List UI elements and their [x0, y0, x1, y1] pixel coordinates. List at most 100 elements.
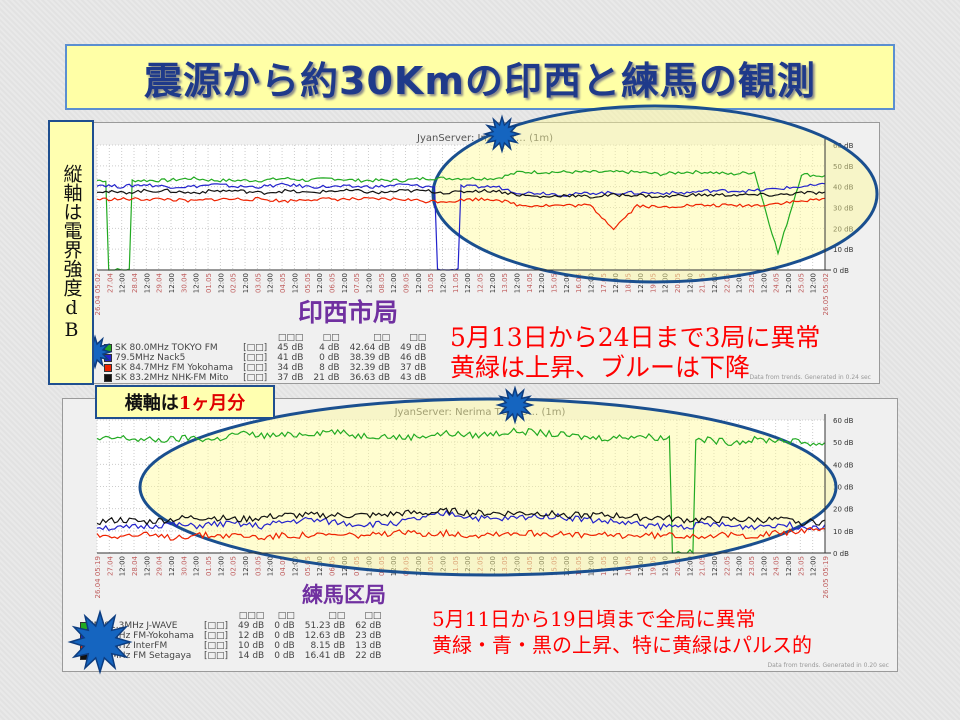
x-tick-label: 30.04	[180, 555, 188, 576]
x-tick-label: 27.04	[106, 555, 114, 576]
x-tick-label: 12:00	[267, 556, 275, 576]
legend-avg: 8.15 dB	[310, 641, 346, 651]
x-tick-label: 22.05	[723, 273, 731, 293]
y-tick-label: 10 dB	[833, 246, 854, 254]
x-tick-label: 12.05	[477, 273, 485, 293]
legend-tag: [□□]	[204, 641, 229, 651]
legend-tag: [□□]	[243, 343, 268, 353]
x-tick-label: 12:00	[316, 556, 324, 576]
x-tick-label: 12:00	[612, 556, 620, 576]
x-tick-label: 12:00	[415, 273, 423, 293]
x-tick-label: 16.05	[575, 273, 583, 293]
x-tick-label: 08.05	[378, 556, 386, 576]
x-tick-label: 12:00	[242, 273, 250, 293]
x-tick-label: 02.05	[230, 273, 238, 293]
x-tick-label: 23.05	[748, 273, 756, 293]
x-tick-label: 25.05	[797, 556, 805, 576]
x-tick-label: 01.05	[205, 273, 213, 293]
legend-swatch	[104, 363, 112, 372]
legend-min: 0 dB	[274, 621, 295, 631]
x-tick-label: 21.05	[699, 273, 707, 293]
legend-series: SK 84.7MHz FM Yokohama	[99, 363, 238, 373]
legend-avg: 42.64 dB	[349, 343, 391, 353]
x-tick-label: 12:00	[415, 556, 423, 576]
legend-row: SK 83.2MHz NHK-FM Mito [□□] 37 dB 21 dB 36.6…	[99, 373, 431, 383]
highlight-ellipse	[138, 397, 838, 577]
legend-max: 13 dB	[355, 641, 382, 651]
x-tick-label: 11.05	[452, 273, 460, 293]
legend-tag: [□□]	[204, 651, 229, 661]
legend-avg: 32.39 dB	[349, 363, 391, 373]
x-tick-label: 05.05	[304, 556, 312, 576]
y-tick-label: 40 dB	[833, 184, 854, 192]
x-tick-label: 24.05	[773, 273, 781, 293]
legend-row: SK 84.7MHz FM Yokohama [□□] 34 dB 8 dB 32.39…	[99, 363, 431, 373]
y-tick-label: 10 dB	[833, 528, 854, 536]
x-tick-label: 12:00	[785, 273, 793, 293]
x-tick-label: 12:00	[267, 273, 275, 293]
legend-header: □□	[328, 611, 346, 621]
x-tick-label: 30.04	[180, 272, 188, 293]
x-tick-label: 26.04 05:02	[94, 273, 102, 315]
legend-tag: [□□]	[243, 363, 268, 373]
legend-last: 41 dB	[277, 353, 304, 363]
x-tick-label: 09.05	[402, 273, 410, 293]
x-tick-label: 03.05	[254, 273, 262, 293]
x-tick-label: 23.05	[748, 556, 756, 576]
legend-max: 46 dB	[400, 353, 427, 363]
chart-1: 0 dB 10 dB 20 dB 30 dB 40 dB 50 dB 60 dB 26.04 …	[94, 397, 854, 598]
starburst-icon	[482, 114, 522, 154]
legend-tag: [□□]	[243, 373, 268, 383]
x-tick-label: 12:00	[291, 556, 299, 576]
x-tick-label: 12:00	[563, 556, 571, 576]
legend-min: 8 dB	[319, 363, 340, 373]
y-tick-label: 0 dB	[833, 550, 849, 558]
x-tick-label: 12:00	[143, 273, 151, 293]
legend-swatch	[104, 373, 112, 382]
x-tick-label: 28.04	[131, 555, 139, 576]
x-tick-label: 10.05	[427, 273, 435, 293]
station-label-nerima: 練馬区局	[302, 582, 386, 607]
x-tick-label: 12:00	[217, 556, 225, 576]
x-tick-label: 12:00	[168, 556, 176, 576]
x-tick-label: 12:00	[365, 556, 373, 576]
series-line-interfm	[96, 526, 826, 541]
legend-tag: [□□]	[243, 353, 268, 363]
legend-header: □□	[364, 611, 382, 621]
x-tick-label: 12:00	[439, 556, 447, 576]
legend-min: 0 dB	[274, 631, 295, 641]
x-tick-label: 10.05	[427, 556, 435, 576]
y-tick-label: 30 dB	[833, 205, 854, 213]
x-tick-label: 12:00	[514, 273, 522, 293]
legend-avg: 36.63 dB	[349, 373, 391, 383]
legend-min: 21 dB	[313, 373, 340, 383]
legend-tag: [□□]	[204, 621, 229, 631]
x-tick-label: 12:00	[489, 556, 497, 576]
y-tick-label: 20 dB	[833, 506, 854, 514]
x-tick-label: 15.05	[551, 273, 559, 293]
x-tick-label: 12:00	[119, 273, 127, 293]
legend-header: □□	[409, 333, 427, 343]
legend-max: 37 dB	[400, 363, 427, 373]
x-tick-label: 12:00	[143, 556, 151, 576]
x-tick-label: 12:00	[810, 556, 818, 576]
x-tick-label: 12:00	[686, 273, 694, 293]
x-tick-label: 05.05	[304, 273, 312, 293]
legend-avg: 51.23 dB	[304, 621, 346, 631]
legend-min: 0 dB	[319, 353, 340, 363]
note-line: 5月13日から24日まで3局に異常	[450, 323, 821, 352]
series-line-nack5	[96, 182, 826, 271]
series-line-fm-yokohama	[96, 509, 826, 532]
x-tick-label: 08.05	[378, 273, 386, 293]
legend-max: 49 dB	[400, 343, 427, 353]
inzai-note: 5月13日から24日まで3局に異常 黄緑は上昇、ブルーは下降	[450, 323, 820, 383]
x-tick-label: 12:00	[489, 273, 497, 293]
x-tick-label: 12:00	[464, 273, 472, 293]
x-tick-label: 12:00	[193, 556, 201, 576]
series-line-nhk-fm-mito	[96, 188, 826, 199]
x-tick-label: 07.05	[353, 556, 361, 576]
series-line-tokyo-fm	[96, 169, 826, 271]
x-tick-label: 12:00	[686, 556, 694, 576]
series-line-fm-yokohama	[96, 196, 826, 231]
